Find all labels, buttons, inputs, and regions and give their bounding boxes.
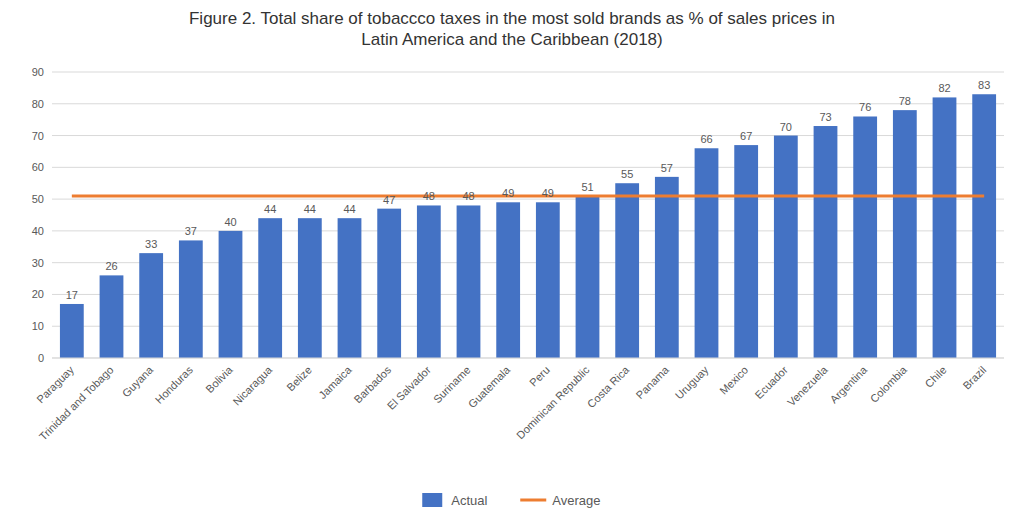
legend-label: Average [552,493,600,508]
x-tick-label: Colombia [868,363,910,405]
data-label: 82 [938,82,950,94]
bar [734,145,758,358]
x-tick-label: Belize [284,364,314,394]
data-label: 44 [264,203,276,215]
grid [52,72,1004,358]
x-tick-label: Honduras [153,363,196,406]
y-tick-label: 90 [32,66,44,78]
bar [60,304,84,358]
data-label: 55 [621,168,633,180]
legend-item: Average [520,493,600,508]
bar [258,218,282,358]
x-tick-label: Chile [922,364,948,390]
data-label: 73 [819,111,831,123]
x-tick-label: Venezuela [785,363,830,408]
y-tick-label: 0 [38,352,44,364]
bar [496,202,520,358]
y-tick-label: 20 [32,288,44,300]
marks [60,94,996,358]
data-label: 76 [859,101,871,113]
y-tick-label: 70 [32,130,44,142]
chart: Figure 2. Total share of tobaccco taxes … [0,0,1024,525]
x-tick-label: Paraguay [34,363,76,405]
data-label: 44 [343,203,355,215]
data-label: 48 [423,190,435,202]
data-label: 57 [661,162,673,174]
bar [139,253,163,358]
bar [219,231,243,358]
data-label: 48 [462,190,474,202]
data-label: 51 [581,181,593,193]
bar [814,126,838,358]
y-tick-label: 60 [32,161,44,173]
x-axis-line [52,358,1004,359]
bar [774,136,798,358]
x-tick-label: Peru [527,364,552,389]
legend-swatch [422,493,442,507]
y-tick-label: 10 [32,320,44,332]
x-tick-label: Mexico [717,364,750,397]
y-tick-label: 40 [32,225,44,237]
bar [695,148,719,358]
bar [933,97,957,358]
bar [536,202,560,358]
bar [457,205,481,358]
x-tick-label: Dominican Republic [514,363,592,441]
data-label: 40 [224,216,236,228]
title: Figure 2. Total share of tobaccco taxes … [189,9,835,49]
data-label: 33 [145,238,157,250]
x-tick-label: Trinidad and Tobago [37,364,116,443]
data-label: 78 [899,95,911,107]
x-tick-label: Argentina [828,363,870,405]
grid-line [52,72,1004,73]
x-tick-label: Ecuador [753,363,791,401]
legend-item: Actual [422,493,487,508]
x-tick-label: El Salvador [385,363,433,411]
bar [893,110,917,358]
y-tick-label: 80 [32,98,44,110]
bar [853,116,877,358]
data-label: 47 [383,194,395,206]
data-label: 17 [66,289,78,301]
x-tick-label: Guyana [120,363,156,399]
data-label: 37 [185,225,197,237]
grid-line [52,358,1004,359]
bar [338,218,362,358]
x-tick-label: Suriname [431,364,473,406]
bar [377,209,401,358]
x-tick-label: Uruguay [673,363,711,401]
data-label: 66 [700,133,712,145]
data-label: 67 [740,130,752,142]
data-label: 49 [502,187,514,199]
average-line [72,194,984,197]
bar [972,94,996,358]
x-tick-label: Nicaragua [230,363,275,408]
x-tick-label: Bolivia [203,363,235,395]
x-tick-label: Panama [634,363,672,401]
legend: Actual Average [422,493,600,508]
legend-label: Actual [451,493,487,508]
x-tick-label: Costa Rica [585,363,632,410]
data-label: 49 [542,187,554,199]
data-label: 26 [105,260,117,272]
data-label: 70 [780,121,792,133]
x-tick-label: Jamaica [316,363,354,401]
x-tick-label: Brazil [960,364,988,392]
bar [298,218,322,358]
bar [100,275,124,358]
bar [576,196,600,358]
bar [179,240,203,358]
data-label: 83 [978,79,990,91]
y-tick-label: 50 [32,193,44,205]
x-tick-label: Barbados [352,363,394,405]
x-tick-label: Guatemala [466,363,513,410]
legend-swatch [520,499,546,502]
bar [655,177,679,358]
y-tick-label: 30 [32,257,44,269]
data-labels: 17 26 33 37 40 44 44 44 47 48 48 49 49 51 55 57 66 67 70 73… [66,79,991,301]
bar [615,183,639,358]
bar [417,205,441,358]
data-label: 44 [304,203,316,215]
